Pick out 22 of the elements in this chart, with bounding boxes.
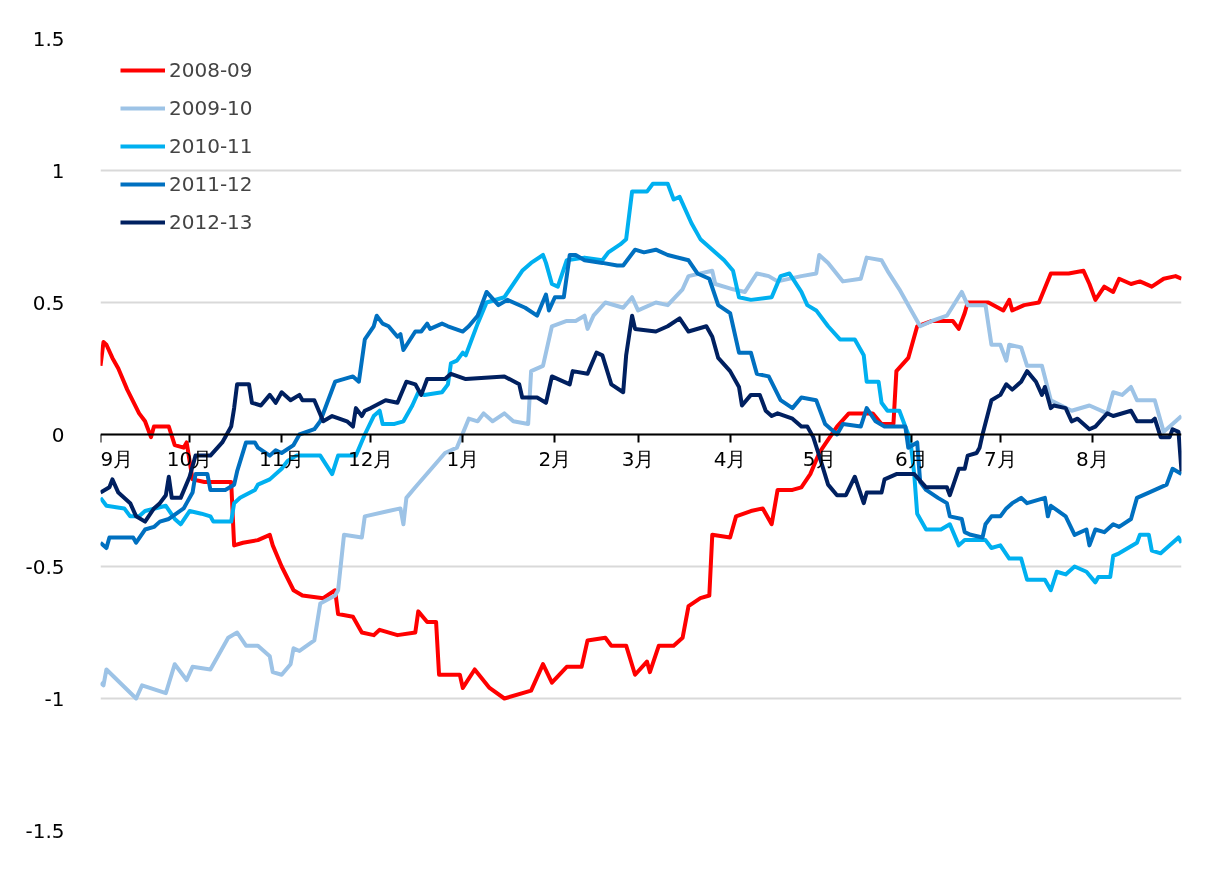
legend-label: 2012-13 (169, 210, 253, 234)
x-tick-label: 2月 (538, 446, 572, 471)
y-tick-label: 0.5 (32, 290, 65, 315)
legend-label: 2010-11 (169, 134, 253, 158)
x-tick-label: 8月 (1076, 446, 1109, 471)
x-tick-label: 1月 (446, 446, 480, 471)
line-series (100, 313, 1182, 524)
legend-label: 2009-10 (169, 96, 253, 120)
y-tick-label: -1 (44, 686, 65, 711)
line-series (100, 247, 1182, 551)
y-tick-label: 1.5 (32, 26, 65, 51)
legend-label: 2008-09 (169, 58, 253, 82)
x-tick-label: 3月 (621, 446, 655, 471)
y-tick-label: -1.5 (25, 818, 65, 843)
y-tick-label: 1 (51, 158, 65, 183)
x-tick-label: 4月 (713, 446, 747, 471)
x-tick-label: 12月 (348, 446, 394, 471)
legend-label: 2011-12 (169, 172, 253, 196)
x-tick-label: 9月 (100, 446, 134, 471)
x-tick-label: 7月 (983, 446, 1017, 471)
y-tick-label: 0 (51, 422, 65, 447)
y-tick-label: -0.5 (25, 554, 65, 579)
